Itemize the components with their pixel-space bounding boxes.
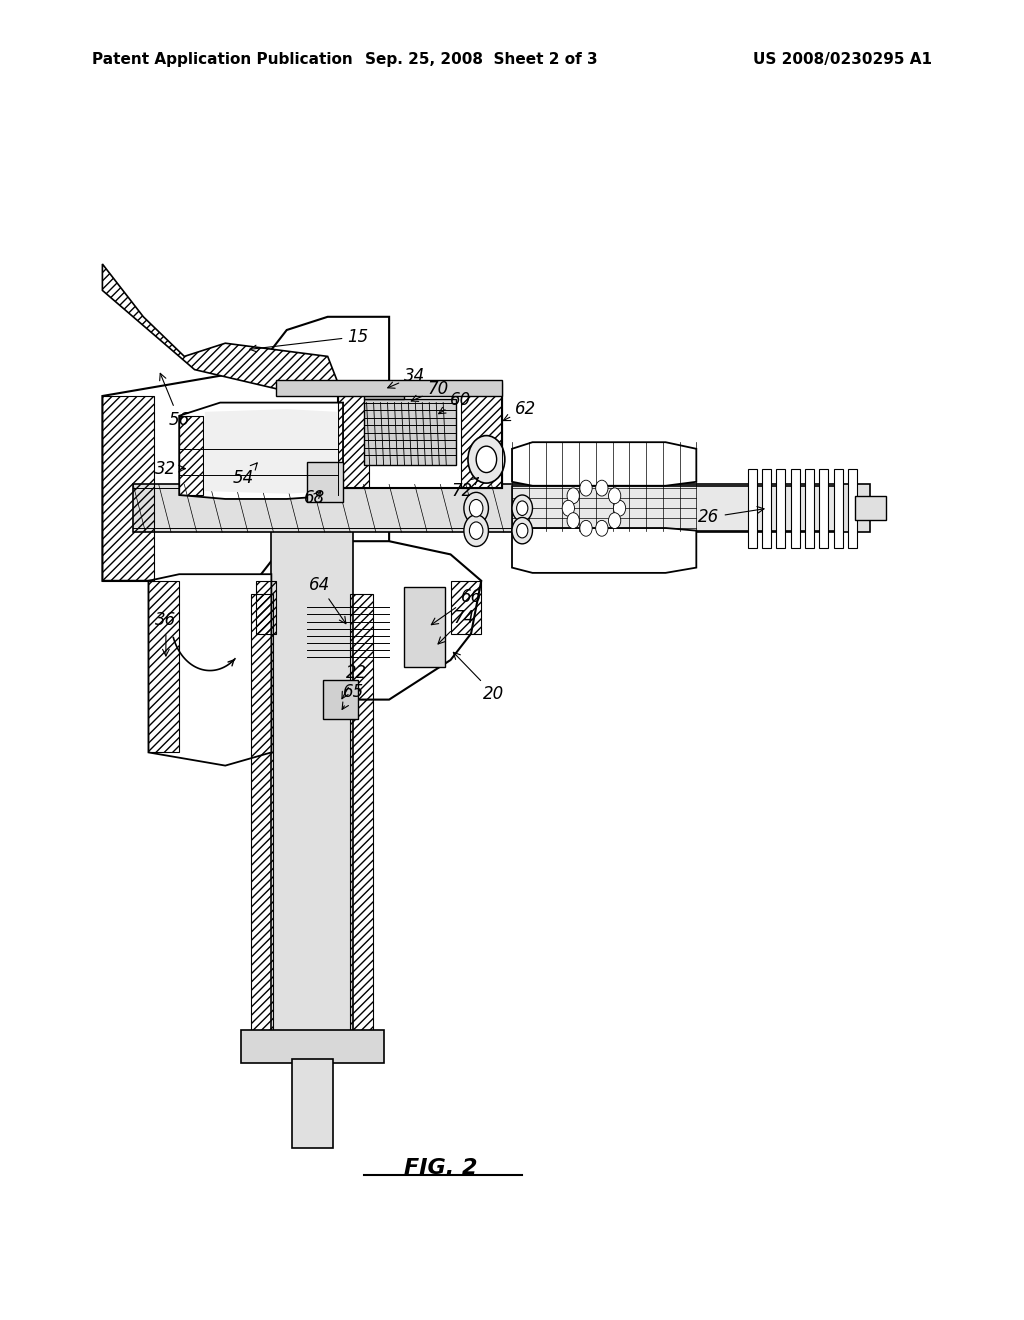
Polygon shape [512,442,696,486]
Bar [819,469,828,548]
Text: 32: 32 [155,459,185,478]
Bar [276,380,502,396]
Bar [338,383,502,488]
Text: 64: 64 [308,576,346,623]
Text: 26: 26 [698,507,764,527]
Text: 66: 66 [431,587,482,624]
Text: 70: 70 [412,380,449,401]
Circle shape [608,512,621,528]
Bar [748,469,757,548]
Text: 22: 22 [342,664,367,698]
Bar [364,399,456,465]
Circle shape [596,480,608,496]
Text: 74: 74 [438,609,475,644]
Bar [762,469,771,548]
Circle shape [580,520,592,536]
Circle shape [512,495,532,521]
Circle shape [517,502,528,516]
Text: 34: 34 [388,367,425,388]
Text: Patent Application Publication: Patent Application Publication [92,51,353,67]
Bar [791,469,800,548]
Bar [271,528,353,1056]
Bar [251,594,273,1056]
Text: FIG. 2: FIG. 2 [403,1158,477,1179]
Text: 72: 72 [452,478,478,500]
Circle shape [613,500,626,516]
Text: Sep. 25, 2008  Sheet 2 of 3: Sep. 25, 2008 Sheet 2 of 3 [365,51,598,67]
Bar [805,469,814,548]
Text: 62: 62 [503,400,537,421]
Bar [350,594,373,1056]
Text: 15: 15 [250,327,369,352]
Bar [776,469,785,548]
Bar [404,587,445,667]
Circle shape [469,521,483,540]
Circle shape [567,488,580,504]
Circle shape [517,523,528,539]
Bar [323,680,358,719]
Text: 56: 56 [160,374,189,429]
Circle shape [512,517,532,544]
Circle shape [596,520,608,536]
Bar [848,469,857,548]
Bar [133,484,870,532]
Circle shape [469,499,483,517]
Bar [241,1030,384,1063]
Bar [834,469,843,548]
Polygon shape [512,528,696,573]
Polygon shape [179,403,343,499]
Bar [364,383,404,399]
Text: 65: 65 [342,682,364,709]
Circle shape [580,480,592,496]
Circle shape [476,446,497,473]
Text: 68: 68 [304,488,326,507]
Bar [292,1059,333,1148]
Bar [307,462,343,502]
Text: 20: 20 [454,652,505,704]
Text: 54: 54 [233,463,257,487]
Circle shape [562,500,574,516]
Circle shape [608,488,621,504]
Bar [512,486,840,531]
Polygon shape [256,541,481,700]
Text: 60: 60 [438,391,471,413]
Polygon shape [148,574,271,766]
Polygon shape [205,409,338,494]
Text: US 2008/0230295 A1: US 2008/0230295 A1 [753,51,932,67]
Polygon shape [102,317,389,607]
Circle shape [464,492,488,524]
Text: 36: 36 [156,611,176,656]
Polygon shape [102,264,338,396]
Circle shape [567,512,580,528]
Circle shape [464,515,488,546]
Circle shape [468,436,505,483]
Bar [855,496,886,520]
